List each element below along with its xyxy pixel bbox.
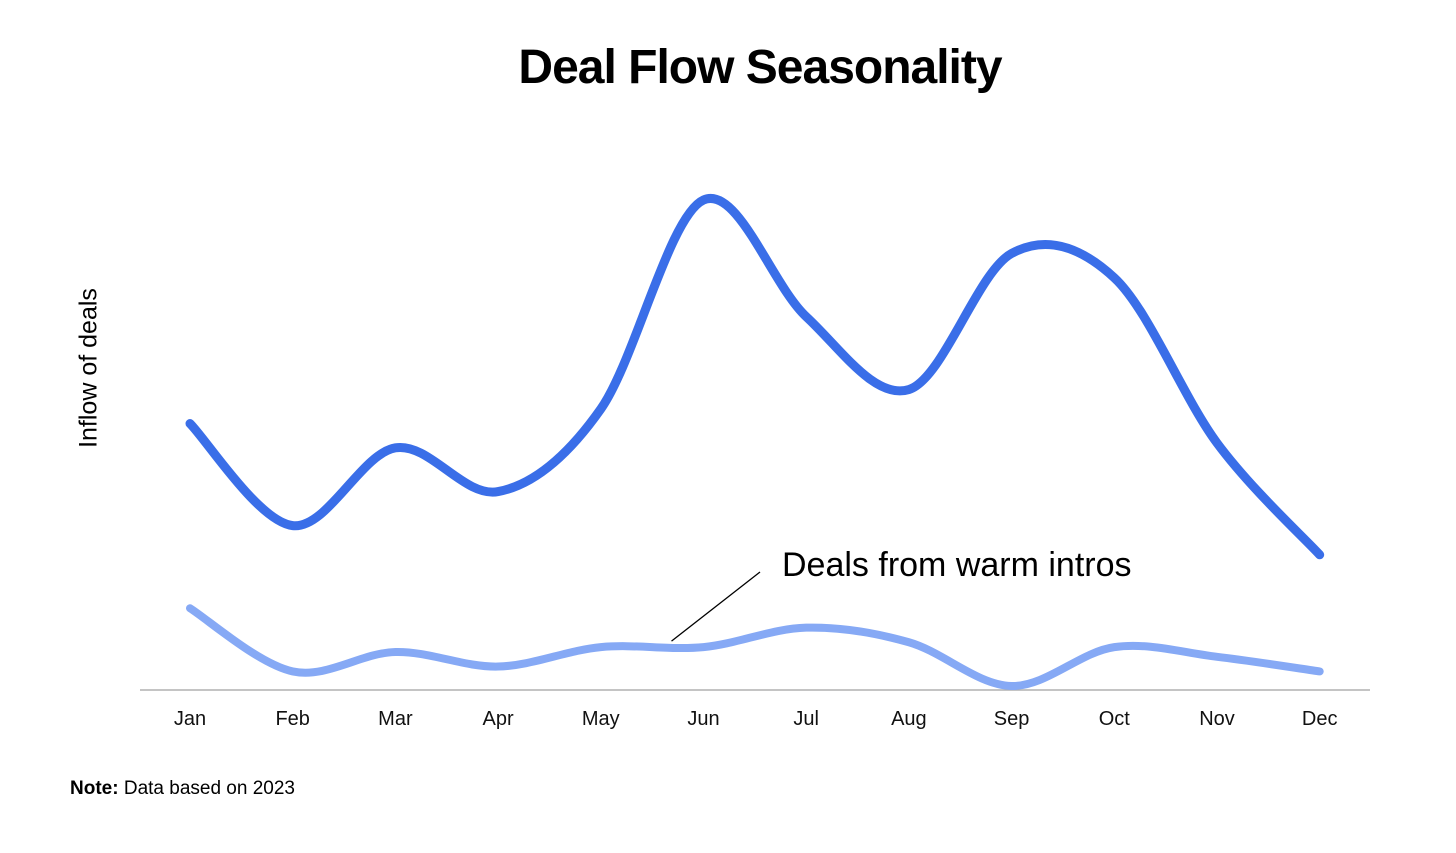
x-tick-label: Aug (891, 708, 927, 730)
footnote-label: Note: (70, 778, 119, 799)
x-tick-label: Oct (1099, 708, 1131, 730)
x-tick-label: Mar (378, 708, 413, 730)
x-tick-label: Nov (1199, 708, 1235, 730)
footnote: Note: Data based on 2023 (70, 778, 295, 800)
chart-title: Deal Flow Seasonality (518, 41, 1002, 94)
x-tick-label: Apr (483, 708, 514, 730)
x-tick-label: Feb (275, 708, 309, 730)
annotation-leader-line (671, 571, 761, 642)
series-line-all-deals (185, 194, 1325, 560)
x-tick-label: Jul (793, 708, 819, 730)
annotation-label: Deals from warm intros (782, 546, 1132, 584)
series-line-warm-intros (186, 604, 1324, 691)
footnote-text: Data based on 2023 (118, 778, 295, 799)
x-tick-label: May (582, 708, 620, 730)
x-tick-label: Sep (994, 708, 1030, 730)
x-tick-label: Dec (1302, 708, 1338, 730)
x-tick-label: Jan (174, 708, 206, 730)
x-tick-label: Jun (687, 708, 719, 730)
